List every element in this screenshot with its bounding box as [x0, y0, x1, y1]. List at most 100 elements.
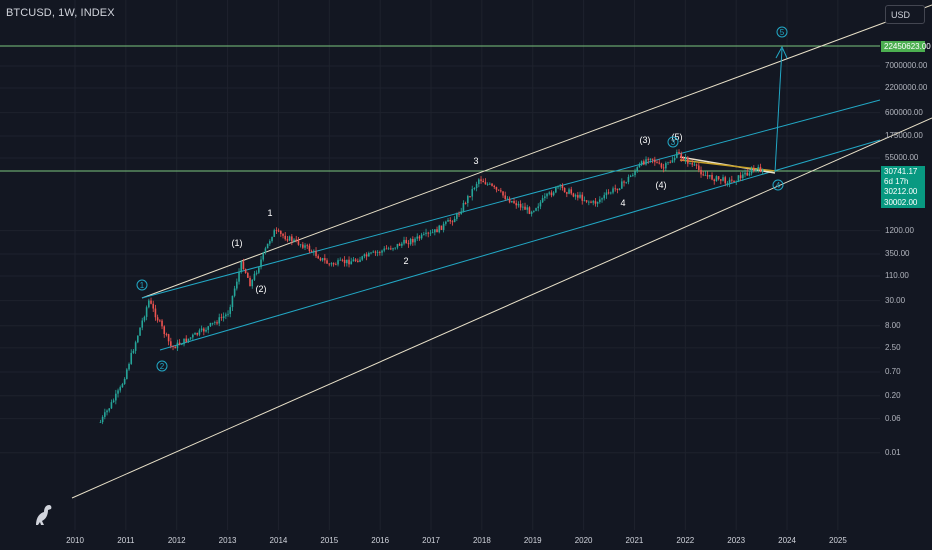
candle-body	[469, 196, 471, 197]
candle-body	[227, 313, 229, 315]
candle-body	[423, 233, 425, 235]
year-tick-label: 2020	[574, 536, 593, 545]
wave-label: (1)	[232, 238, 243, 248]
candle-body	[161, 320, 163, 327]
candle-body	[471, 189, 474, 197]
currency-button[interactable]: USD	[885, 5, 925, 24]
candle-body	[750, 168, 753, 174]
candle-body	[695, 164, 698, 166]
candle-body	[121, 383, 124, 388]
candle-body	[726, 183, 729, 185]
candle-body	[143, 316, 146, 321]
candle-body	[346, 259, 348, 264]
price-tick-label: 0.01	[885, 447, 901, 457]
price-tick-label: 0.20	[885, 390, 901, 400]
candle-body	[594, 201, 597, 204]
candle-body	[205, 329, 207, 332]
candle-body	[216, 322, 218, 324]
candle-body	[324, 258, 326, 261]
candle-body	[306, 245, 309, 247]
time-axis[interactable]: 2010 2011 2012 2013 2014 2015 2016 2017 2018 2019…	[0, 530, 880, 550]
candle-body	[409, 239, 412, 245]
candle-body	[552, 192, 555, 196]
wave-label: (5)	[672, 132, 683, 142]
candle-body	[713, 179, 716, 182]
candle-body	[618, 188, 621, 190]
candle-body	[484, 182, 487, 185]
candle-body	[291, 236, 293, 242]
candle-body	[420, 234, 423, 239]
candle-body	[231, 295, 234, 308]
candle-body	[403, 239, 405, 244]
candle-body	[513, 200, 515, 204]
candle-body	[599, 199, 601, 203]
candle-body	[700, 169, 702, 175]
candle-body	[473, 188, 476, 190]
candle-body	[588, 201, 590, 203]
price-axis[interactable]: 7000000.00 2200000.00 600000.00 175000.00 55…	[880, 0, 932, 530]
candle-body	[632, 175, 634, 176]
candle-body	[163, 326, 166, 335]
candle-body	[269, 241, 271, 244]
year-tick-label: 2012	[167, 536, 186, 545]
price-tick-label: 7000000.00	[885, 60, 928, 70]
candle-body	[605, 192, 608, 196]
candle-body	[561, 184, 564, 189]
candle-body	[676, 152, 678, 158]
candle-body	[209, 323, 212, 327]
candle-body	[218, 317, 221, 324]
candle-body	[381, 250, 383, 253]
candle-body	[627, 176, 630, 183]
candle-body	[733, 180, 735, 183]
candle-body	[319, 258, 322, 261]
chart-grid	[0, 0, 880, 530]
candle-body	[555, 186, 557, 193]
candle-body	[339, 259, 342, 261]
candle-body	[185, 338, 188, 342]
price-series	[99, 149, 764, 425]
candle-body	[262, 252, 265, 260]
candle-body	[489, 183, 491, 185]
candle-body	[757, 166, 760, 170]
year-tick-label: 2022	[676, 536, 695, 545]
candle-body	[352, 259, 355, 262]
wave-label: (2)	[256, 284, 267, 294]
candle-body	[332, 263, 335, 265]
candle-body	[530, 211, 533, 214]
candle-body	[242, 261, 245, 270]
trend-lines	[0, 4, 932, 499]
candle-body	[434, 229, 436, 233]
price-tick-label: 2.50	[885, 342, 901, 352]
candle-body	[451, 221, 454, 223]
candle-body	[704, 175, 707, 176]
candle-body	[438, 225, 441, 233]
candle-body	[658, 162, 661, 164]
candle-body	[506, 198, 509, 200]
candle-body	[172, 345, 174, 347]
year-tick-label: 2011	[117, 536, 135, 545]
candle-body	[350, 261, 353, 265]
wave-labels: 1 2 3 4 (1) (2) (3) (4) (5) 1 2 3 4 5	[136, 26, 788, 372]
candle-body	[154, 308, 157, 318]
candle-body	[198, 330, 201, 335]
candle-body	[396, 243, 399, 248]
candle-body	[363, 254, 366, 257]
candle-body	[379, 252, 381, 253]
year-tick-label: 2025	[828, 536, 847, 545]
candle-body	[337, 260, 339, 265]
candle-body	[495, 187, 498, 190]
candle-body	[572, 193, 575, 197]
candle-body	[702, 174, 705, 176]
candle-body	[682, 158, 685, 161]
candle-body	[390, 248, 392, 250]
candle-body	[636, 167, 639, 172]
candle-body	[647, 159, 650, 161]
candle-body	[407, 243, 410, 245]
candle-body	[405, 239, 408, 244]
candle-body	[115, 393, 117, 401]
candle-body	[548, 192, 551, 194]
candle-body	[748, 173, 751, 176]
candle-body	[522, 206, 524, 208]
candle-body	[130, 352, 133, 364]
